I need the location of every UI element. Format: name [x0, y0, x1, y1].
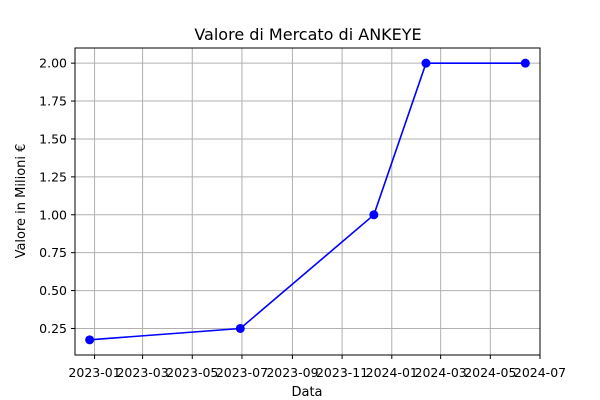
data-point [235, 323, 245, 333]
y-tick-label: 0.50 [39, 283, 67, 298]
x-tick-label: 2024-01 [366, 365, 418, 380]
y-axis-label: Valore in Milioni € [14, 144, 29, 259]
y-tick-label: 0.75 [39, 245, 67, 260]
x-tick-label: 2024-07 [514, 365, 566, 380]
x-tick-label: 2023-07 [216, 365, 268, 380]
x-axis-label: Data [291, 385, 322, 400]
series-line [89, 62, 526, 341]
x-tick-label: 2023-11 [316, 365, 368, 380]
chart-title: Valore di Mercato di ANKEYE [194, 25, 421, 44]
series-layer [85, 58, 530, 345]
data-point [85, 335, 95, 345]
data-point [421, 58, 431, 68]
x-tick-label: 2023-03 [116, 365, 168, 380]
x-tick-label: 2024-03 [415, 365, 467, 380]
y-tick-label: 2.00 [39, 56, 67, 71]
y-tick-label: 1.00 [39, 207, 67, 222]
tick-layer: 2023-012023-032023-052023-072023-092023-… [39, 56, 566, 380]
x-tick-label: 2023-05 [166, 365, 218, 380]
x-tick-label: 2023-01 [68, 365, 120, 380]
y-tick-label: 1.50 [39, 131, 67, 146]
grid-layer [75, 48, 541, 355]
y-tick-label: 0.25 [39, 321, 67, 336]
x-tick-label: 2023-09 [266, 365, 318, 380]
x-tick-label: 2024-05 [464, 365, 516, 380]
data-point [520, 58, 530, 68]
y-tick-label: 1.75 [39, 94, 67, 109]
data-point [369, 210, 379, 220]
y-tick-label: 1.25 [39, 169, 67, 184]
plot-frame [74, 47, 541, 356]
